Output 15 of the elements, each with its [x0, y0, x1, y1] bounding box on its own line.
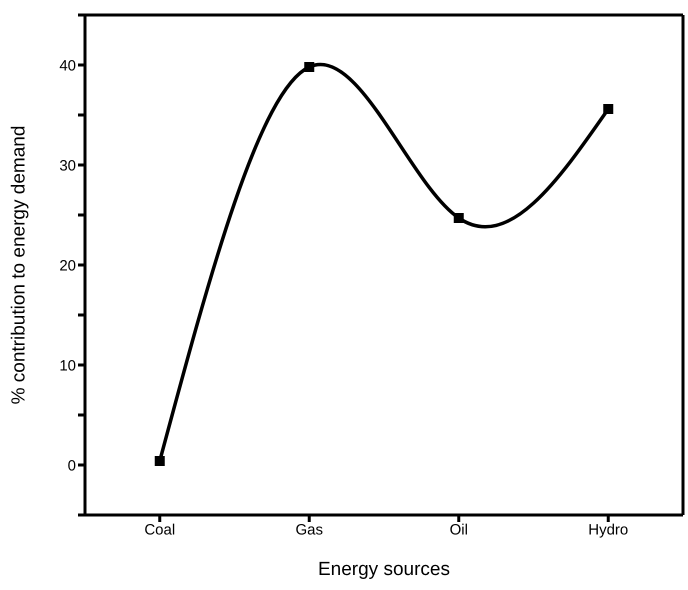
- x-tick-label: Oil: [450, 522, 468, 539]
- y-axis-title: % contribution to energy demand: [8, 126, 30, 404]
- x-axis-title: Energy sources: [318, 559, 450, 580]
- point: [304, 62, 314, 72]
- point: [603, 104, 614, 114]
- x-tick-label: Hydro: [588, 522, 628, 539]
- point: [154, 456, 165, 466]
- y-tick-label: 30: [59, 157, 76, 174]
- x-tick-label: Gas: [295, 522, 324, 539]
- y-tick-label: 20: [59, 257, 76, 274]
- y-tick-label: 10: [59, 357, 76, 374]
- y-tick-label: 0: [68, 457, 76, 474]
- point: [454, 213, 464, 223]
- x-tick-label: Coal: [144, 522, 176, 539]
- y-tick-label: 40: [59, 57, 76, 74]
